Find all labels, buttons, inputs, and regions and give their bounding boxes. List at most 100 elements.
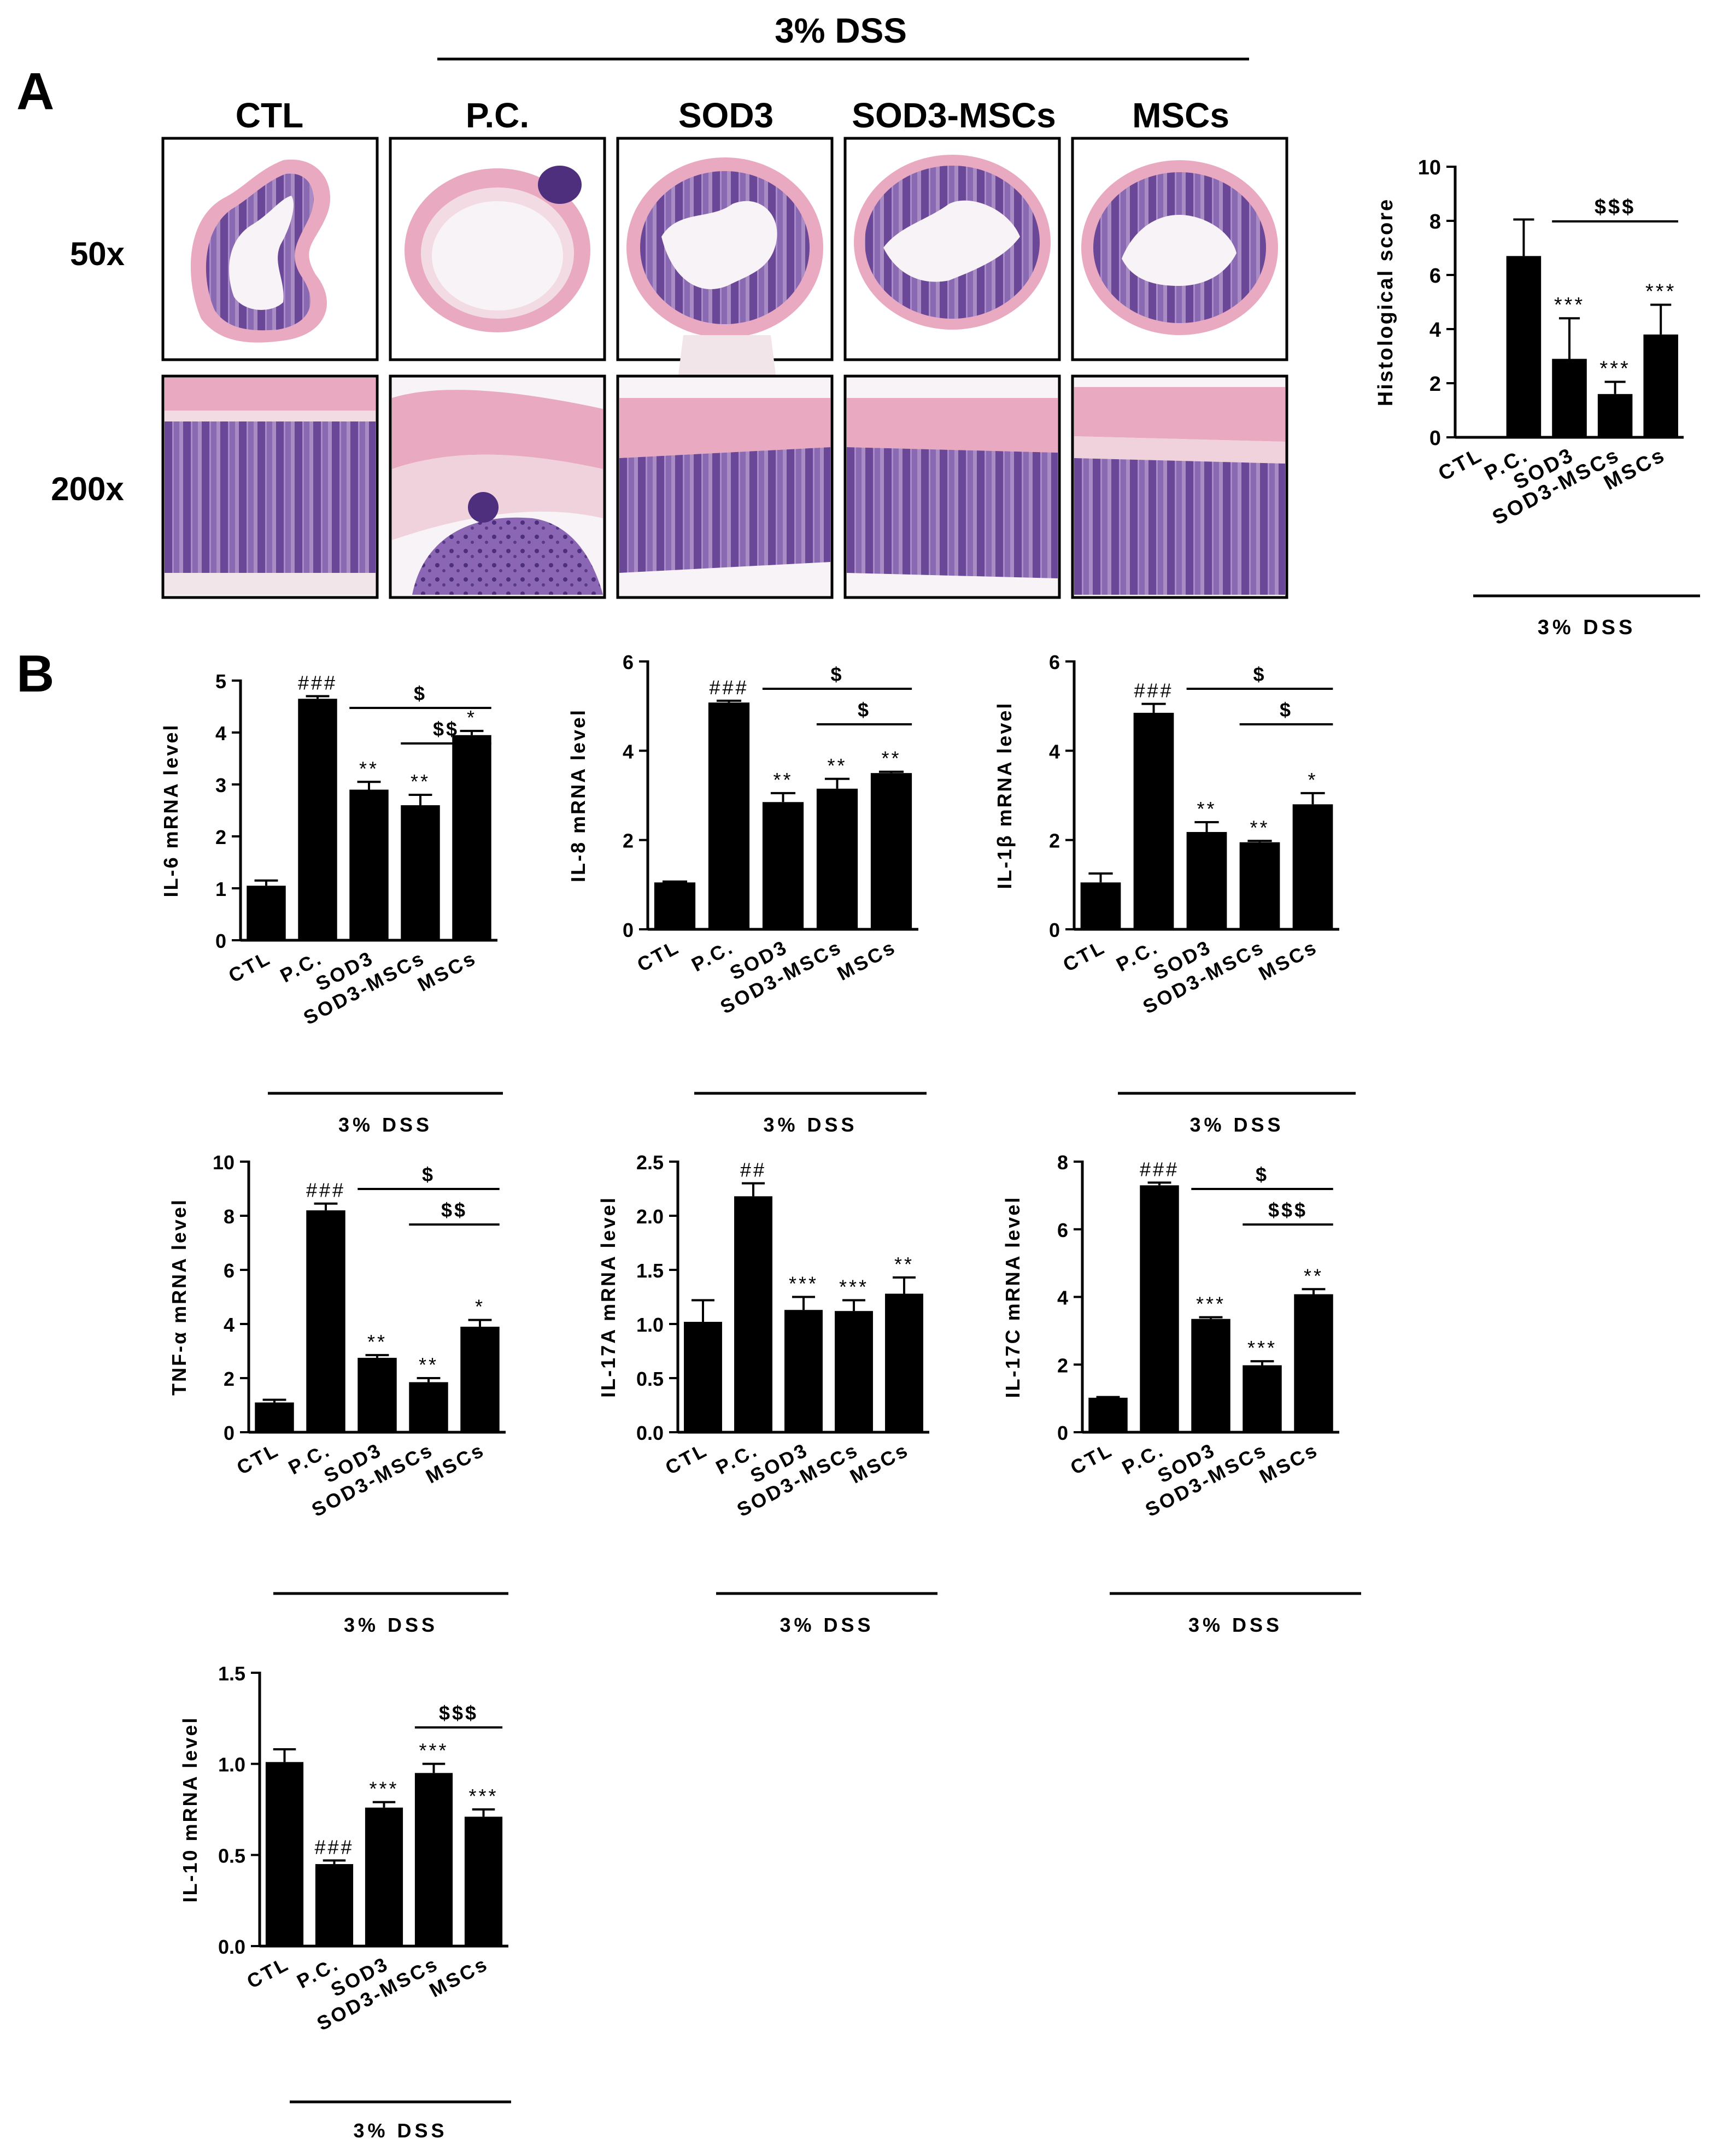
il17a-mrna-chart: 0.00.51.01.52.02.5IL-17A mRNA level##***… bbox=[597, 1151, 937, 1636]
x-tick-label: CTL bbox=[634, 935, 684, 976]
group-bracket-label: 3% DSS bbox=[1538, 616, 1636, 639]
comparison-label: $ bbox=[1253, 663, 1266, 686]
bar-ctl bbox=[654, 882, 696, 929]
y-tick-label: 0 bbox=[1429, 427, 1441, 450]
significance-label: *** bbox=[1196, 1293, 1226, 1315]
y-tick-label: 0 bbox=[215, 930, 226, 952]
y-tick-label: 6 bbox=[1057, 1219, 1068, 1241]
y-tick-label: 4 bbox=[623, 740, 634, 763]
group-bracket-label: 3% DSS bbox=[1188, 1614, 1282, 1636]
significance-label: ** bbox=[1197, 798, 1216, 820]
significance-label: *** bbox=[369, 1778, 399, 1800]
bar-p-c- bbox=[1506, 256, 1542, 437]
y-tick-label: 4 bbox=[224, 1314, 235, 1336]
histology-image-sod3-mscs-50x bbox=[843, 137, 1061, 361]
significance-label: ### bbox=[1134, 679, 1173, 702]
bar-sod3 bbox=[1191, 1319, 1230, 1432]
y-tick-label: 0.0 bbox=[636, 1422, 664, 1444]
comparison-label: $$$ bbox=[439, 1702, 478, 1724]
y-tick-label: 2 bbox=[215, 826, 226, 848]
y-tick-label: 6 bbox=[1429, 265, 1441, 288]
histology-image-mscs-200x bbox=[1071, 374, 1288, 599]
y-tick-label: 0 bbox=[224, 1422, 235, 1444]
y-axis-label: IL-10 mRNA level bbox=[179, 1716, 201, 1903]
x-tick-label: CTL bbox=[243, 1952, 294, 1993]
y-tick-label: 1.0 bbox=[636, 1314, 664, 1336]
bar-sod3-mscs bbox=[1239, 842, 1280, 929]
x-tick-label: CTL bbox=[661, 1438, 712, 1479]
bar-sod3 bbox=[1186, 831, 1227, 929]
y-axis-label: Histological score bbox=[1374, 198, 1397, 406]
bar-sod3-mscs bbox=[414, 1773, 453, 1946]
y-tick-label: 2 bbox=[224, 1368, 235, 1390]
significance-label: ** bbox=[411, 770, 430, 793]
bar-ctl bbox=[265, 1762, 304, 1946]
significance-label: ** bbox=[881, 747, 901, 770]
bar-sod3 bbox=[358, 1357, 397, 1432]
y-tick-label: 6 bbox=[623, 651, 634, 673]
histology-image-mscs-50x bbox=[1071, 137, 1288, 361]
x-tick-label: CTL bbox=[1434, 443, 1487, 485]
y-tick-label: 2.0 bbox=[636, 1205, 664, 1228]
y-tick-label: 2 bbox=[623, 830, 634, 852]
group-bracket-label: 3% DSS bbox=[344, 1614, 438, 1636]
bar-mscs bbox=[1643, 334, 1678, 437]
y-tick-label: 0 bbox=[623, 919, 634, 941]
histology-image-sod3-50x bbox=[616, 137, 834, 379]
bar-p-c- bbox=[306, 1210, 345, 1432]
significance-label: *** bbox=[1645, 280, 1676, 303]
significance-label: ### bbox=[298, 672, 337, 694]
significance-label: ** bbox=[1250, 816, 1269, 839]
significance-label: ** bbox=[359, 757, 379, 780]
significance-label: *** bbox=[1599, 358, 1630, 380]
bar-sod3 bbox=[784, 1310, 823, 1432]
comparison-label: $ bbox=[1280, 699, 1293, 721]
x-tick-label: CTL bbox=[1066, 1438, 1117, 1479]
y-tick-label: 6 bbox=[1049, 651, 1060, 673]
comparison-label: $ bbox=[414, 682, 427, 705]
comparison-label: $ bbox=[422, 1163, 435, 1186]
panel-a-letter: A bbox=[16, 62, 54, 121]
significance-label: ### bbox=[709, 676, 748, 699]
y-tick-label: 2.5 bbox=[636, 1151, 664, 1174]
significance-label: *** bbox=[1554, 294, 1585, 317]
y-tick-label: 0.0 bbox=[218, 1936, 245, 1958]
significance-label: ### bbox=[1140, 1158, 1179, 1180]
bar-p-c- bbox=[298, 699, 337, 940]
significance-label: *** bbox=[1247, 1337, 1277, 1359]
significance-label: *** bbox=[468, 1785, 498, 1807]
histology-image-pc-50x bbox=[389, 137, 606, 361]
y-tick-label: 4 bbox=[1049, 740, 1060, 763]
significance-label: ** bbox=[419, 1354, 438, 1376]
histology-image-ctl-200x bbox=[161, 374, 379, 599]
panel-a-column-headings: CTL P.C. SOD3 SOD3-MSCs MSCs bbox=[236, 96, 1229, 135]
bar-sod3-mscs bbox=[1597, 394, 1633, 437]
group-bracket-label: 3% DSS bbox=[1189, 1114, 1284, 1136]
bar-sod3-mscs bbox=[835, 1311, 873, 1432]
y-axis-label: IL-17C mRNA level bbox=[1001, 1196, 1024, 1398]
significance-label: ### bbox=[314, 1836, 354, 1858]
y-tick-label: 4 bbox=[215, 722, 226, 745]
bar-mscs bbox=[452, 735, 491, 940]
y-axis-label: IL-17A mRNA level bbox=[597, 1196, 619, 1397]
comparison-label: $$$ bbox=[1595, 196, 1636, 219]
comparison-label: $$$ bbox=[1268, 1199, 1308, 1221]
x-tick-label: MSCs bbox=[1256, 1438, 1322, 1488]
column-heading-ctl: CTL bbox=[236, 96, 303, 135]
bar-ctl bbox=[684, 1322, 722, 1432]
bar-sod3 bbox=[762, 802, 804, 929]
x-tick-label: CTL bbox=[233, 1438, 283, 1479]
bar-p-c- bbox=[734, 1196, 772, 1432]
histological-score-chart: 0 2 4 6 8 10 Histological score *** *** *** $$$ CTL… bbox=[1374, 156, 1700, 639]
significance-label: *** bbox=[789, 1273, 818, 1295]
x-tick-label: CTL bbox=[1059, 935, 1110, 976]
significance-label: *** bbox=[419, 1739, 448, 1762]
group-bracket-label: 3% DSS bbox=[353, 2119, 447, 2142]
y-tick-label: 6 bbox=[224, 1259, 235, 1282]
y-tick-label: 8 bbox=[224, 1205, 235, 1228]
